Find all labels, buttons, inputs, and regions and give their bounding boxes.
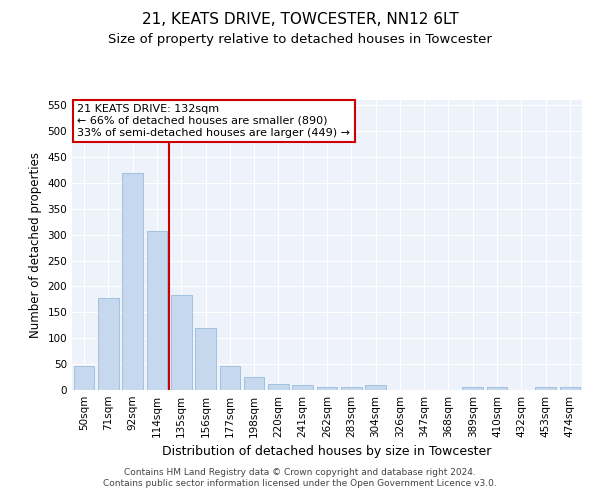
Text: Size of property relative to detached houses in Towcester: Size of property relative to detached ho… (108, 32, 492, 46)
Bar (146, 230, 167, 390)
Bar (535, 388, 556, 390)
Text: 21 KEATS DRIVE: 132sqm
← 66% of detached houses are smaller (890)
33% of semi-de: 21 KEATS DRIVE: 132sqm ← 66% of detached… (77, 104, 350, 138)
Bar (341, 388, 362, 390)
Bar (463, 388, 483, 390)
Bar (292, 385, 313, 390)
Text: 21, KEATS DRIVE, TOWCESTER, NN12 6LT: 21, KEATS DRIVE, TOWCESTER, NN12 6LT (142, 12, 458, 28)
Bar (317, 387, 337, 390)
Bar (365, 385, 386, 390)
Y-axis label: Number of detached properties: Number of detached properties (29, 152, 42, 338)
X-axis label: Distribution of detached houses by size in Towcester: Distribution of detached houses by size … (163, 446, 491, 458)
Bar (244, 377, 265, 390)
Text: Contains HM Land Registry data © Crown copyright and database right 2024.
Contai: Contains HM Land Registry data © Crown c… (103, 468, 497, 487)
Bar (74, 366, 94, 390)
Bar (171, 295, 191, 390)
Bar (195, 328, 216, 390)
Bar (98, 298, 119, 390)
Bar (220, 366, 240, 390)
Bar (560, 388, 580, 390)
Bar (487, 388, 508, 390)
Bar (122, 172, 143, 390)
Bar (268, 384, 289, 390)
